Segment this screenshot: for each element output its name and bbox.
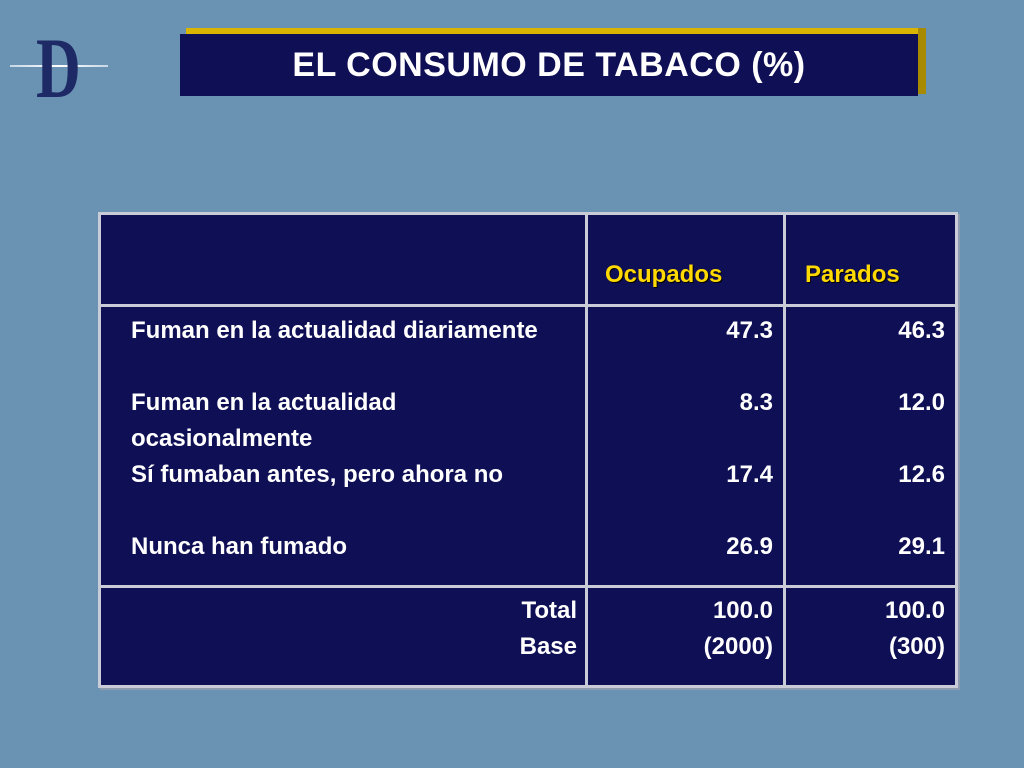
- table-cell-parados: 12.0: [898, 389, 945, 416]
- table-row-label: Sí fumaban antes, pero ahora no: [131, 461, 504, 488]
- column-header-parados: Parados: [805, 261, 900, 288]
- data-table: Ocupados Parados Fuman en la actualidad …: [98, 212, 958, 688]
- table-cell-parados: 29.1: [898, 533, 945, 560]
- base-parados: (300): [888, 633, 945, 660]
- column-divider: [585, 215, 588, 685]
- table-cell-parados: 12.6: [898, 461, 945, 488]
- title-accent-top: [186, 28, 926, 36]
- total-label: Total: [521, 597, 577, 624]
- table-cell-ocupados: 17.4: [726, 461, 773, 488]
- table-cell-ocupados: 8.3: [739, 389, 773, 416]
- logo: D: [36, 20, 81, 116]
- row-divider: [101, 304, 955, 307]
- table-row-label: Fuman en la actualidad ocasionalmente: [131, 389, 397, 452]
- base-label: Base: [519, 633, 577, 660]
- column-header-ocupados: Ocupados: [605, 261, 723, 288]
- column-divider: [783, 215, 786, 685]
- table-cell-ocupados: 47.3: [726, 317, 773, 344]
- table-row-label: Nunca han fumado: [131, 533, 348, 560]
- title-banner: EL CONSUMO DE TABACO (%): [180, 28, 926, 96]
- title-accent-right: [918, 28, 926, 94]
- page-title: EL CONSUMO DE TABACO (%): [180, 34, 918, 96]
- row-divider: [101, 585, 955, 588]
- total-parados: 100.0: [884, 597, 945, 624]
- table-cell-parados: 46.3: [898, 317, 945, 344]
- base-ocupados: (2000): [703, 633, 773, 660]
- logo-underline: [10, 65, 108, 67]
- table-row-label: Fuman en la actualidad diariamente: [131, 317, 538, 344]
- table-cell-ocupados: 26.9: [726, 533, 773, 560]
- total-ocupados: 100.0: [712, 597, 773, 624]
